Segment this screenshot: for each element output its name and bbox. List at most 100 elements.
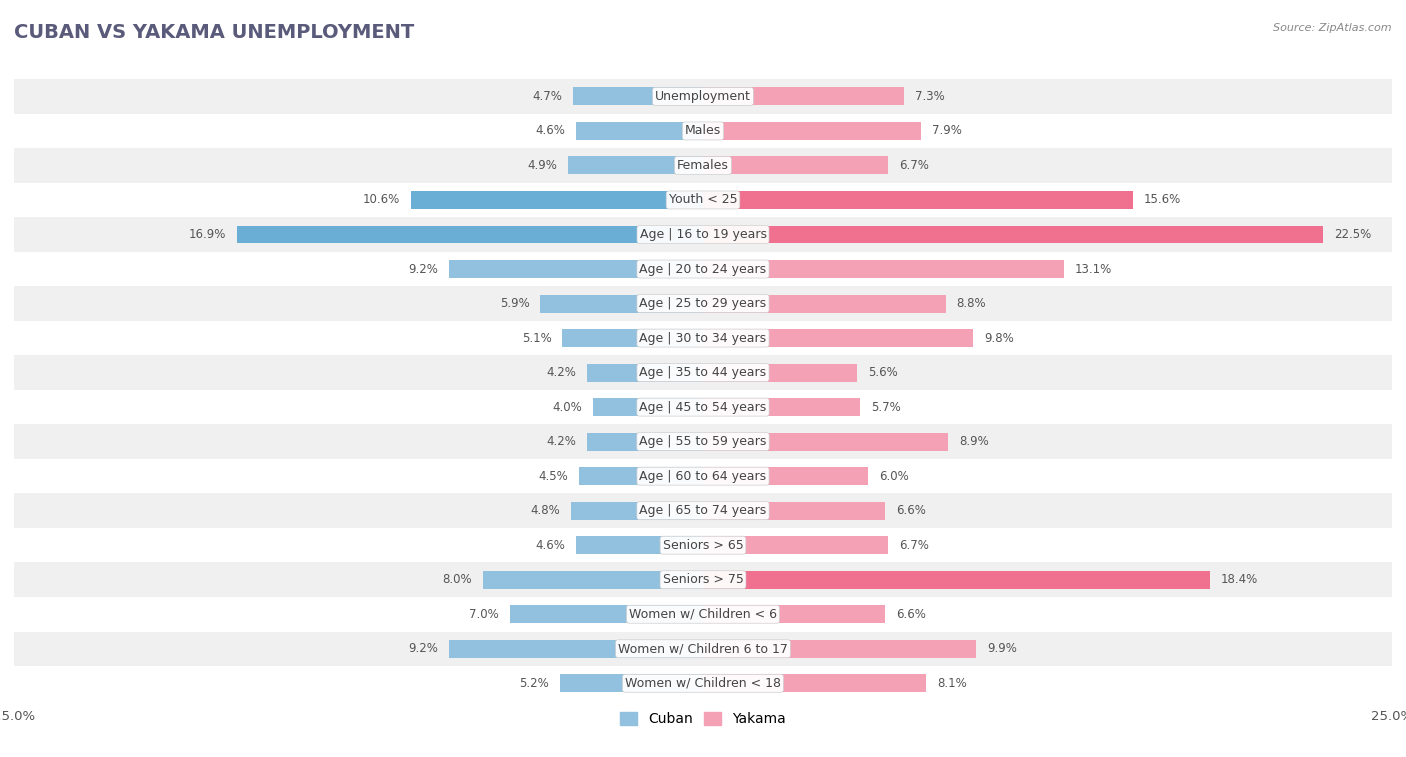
Text: 8.8%: 8.8% [956,297,986,310]
Bar [14,597,1392,631]
Bar [562,329,703,347]
Text: 7.9%: 7.9% [932,124,962,138]
Text: Age | 55 to 59 years: Age | 55 to 59 years [640,435,766,448]
Text: Unemployment: Unemployment [655,90,751,103]
Text: 8.9%: 8.9% [959,435,988,448]
Bar [703,226,1323,244]
Text: Age | 16 to 19 years: Age | 16 to 19 years [640,228,766,241]
Text: 6.0%: 6.0% [879,469,910,483]
Bar [411,191,703,209]
Bar [14,666,1392,700]
Bar [703,606,884,623]
Text: 9.9%: 9.9% [987,642,1017,656]
Bar [450,260,703,278]
Bar [703,88,904,105]
Text: 13.1%: 13.1% [1076,263,1112,276]
Bar [576,536,703,554]
Text: Women w/ Children < 18: Women w/ Children < 18 [626,677,780,690]
Text: 4.7%: 4.7% [533,90,562,103]
Text: 4.6%: 4.6% [536,539,565,552]
Bar [703,536,887,554]
Text: Youth < 25: Youth < 25 [669,194,737,207]
Bar [14,528,1392,562]
Text: 4.9%: 4.9% [527,159,557,172]
Bar [703,640,976,658]
Bar [14,217,1392,252]
Bar [14,459,1392,494]
Text: 9.2%: 9.2% [409,263,439,276]
Bar [703,329,973,347]
Text: 5.7%: 5.7% [872,400,901,413]
Bar [238,226,703,244]
Bar [568,157,703,174]
Text: Age | 20 to 24 years: Age | 20 to 24 years [640,263,766,276]
Text: 16.9%: 16.9% [188,228,226,241]
Text: Females: Females [678,159,728,172]
Text: Seniors > 65: Seniors > 65 [662,539,744,552]
Text: 10.6%: 10.6% [363,194,399,207]
Text: 6.7%: 6.7% [898,159,928,172]
Bar [703,157,887,174]
Bar [571,502,703,519]
Bar [14,252,1392,286]
Text: 7.3%: 7.3% [915,90,945,103]
Bar [14,494,1392,528]
Text: 6.6%: 6.6% [896,608,925,621]
Text: 9.8%: 9.8% [984,332,1014,344]
Text: Males: Males [685,124,721,138]
Bar [703,398,860,416]
Bar [14,562,1392,597]
Bar [14,425,1392,459]
Bar [574,88,703,105]
Text: 9.2%: 9.2% [409,642,439,656]
Text: 18.4%: 18.4% [1220,573,1258,586]
Text: Source: ZipAtlas.com: Source: ZipAtlas.com [1274,23,1392,33]
Bar [703,294,945,313]
Bar [703,122,921,140]
Bar [540,294,703,313]
Text: 4.5%: 4.5% [538,469,568,483]
Text: 5.2%: 5.2% [519,677,548,690]
Text: 8.1%: 8.1% [938,677,967,690]
Bar [14,148,1392,182]
Bar [703,467,869,485]
Text: Age | 65 to 74 years: Age | 65 to 74 years [640,504,766,517]
Text: Age | 30 to 34 years: Age | 30 to 34 years [640,332,766,344]
Text: 22.5%: 22.5% [1334,228,1371,241]
Bar [14,355,1392,390]
Text: Age | 35 to 44 years: Age | 35 to 44 years [640,366,766,379]
Text: 15.6%: 15.6% [1144,194,1181,207]
Bar [703,433,948,450]
Text: 4.0%: 4.0% [553,400,582,413]
Bar [703,260,1064,278]
Bar [510,606,703,623]
Bar [588,363,703,382]
Text: 5.1%: 5.1% [522,332,551,344]
Text: Age | 45 to 54 years: Age | 45 to 54 years [640,400,766,413]
Bar [560,674,703,692]
Text: 6.6%: 6.6% [896,504,925,517]
Bar [482,571,703,589]
Bar [14,321,1392,355]
Bar [14,390,1392,425]
Text: 8.0%: 8.0% [441,573,471,586]
Text: 4.6%: 4.6% [536,124,565,138]
Text: 5.9%: 5.9% [499,297,530,310]
Bar [14,286,1392,321]
Bar [14,182,1392,217]
Text: 7.0%: 7.0% [470,608,499,621]
Bar [703,674,927,692]
Text: Women w/ Children < 6: Women w/ Children < 6 [628,608,778,621]
Bar [576,122,703,140]
Bar [703,502,884,519]
Text: CUBAN VS YAKAMA UNEMPLOYMENT: CUBAN VS YAKAMA UNEMPLOYMENT [14,23,415,42]
Text: 4.2%: 4.2% [547,366,576,379]
Bar [579,467,703,485]
Text: 4.8%: 4.8% [530,504,560,517]
Bar [14,79,1392,114]
Text: 4.2%: 4.2% [547,435,576,448]
Bar [14,114,1392,148]
Text: 5.6%: 5.6% [869,366,898,379]
Legend: Cuban, Yakama: Cuban, Yakama [614,706,792,731]
Text: Seniors > 75: Seniors > 75 [662,573,744,586]
